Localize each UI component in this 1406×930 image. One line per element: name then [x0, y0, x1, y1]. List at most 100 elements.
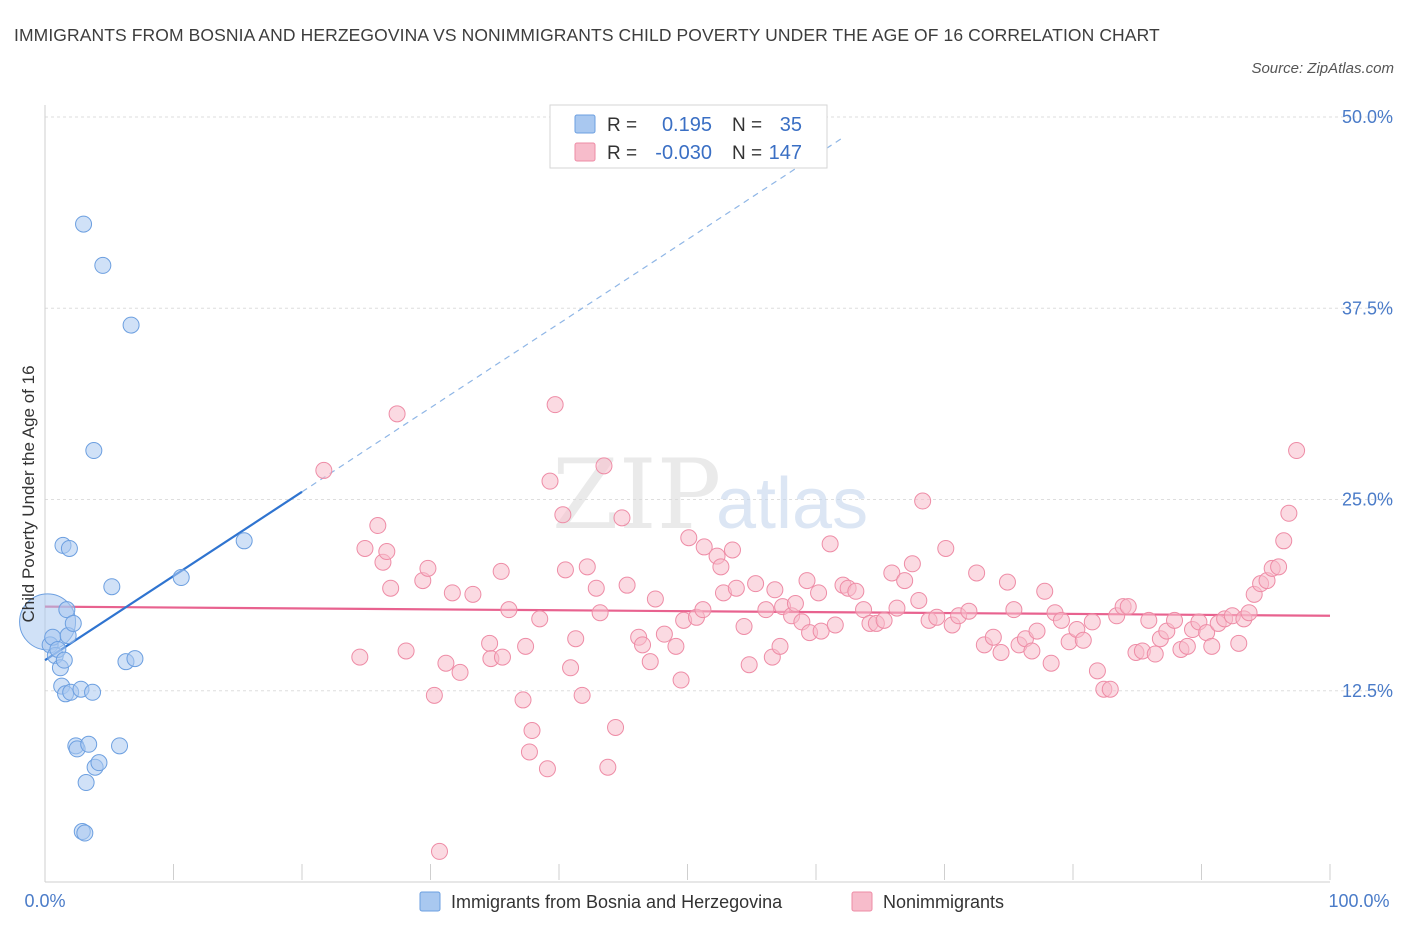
trend-lines: [44, 137, 1331, 662]
legend-r-label-2: R =: [607, 143, 637, 164]
legend-n-label-1: N =: [732, 115, 762, 136]
nonimmigrants-point: [883, 564, 901, 582]
nonimmigrants-point: [599, 758, 617, 776]
bosnia-point: [235, 532, 253, 550]
nonimmigrants-point: [1042, 654, 1060, 672]
nonimmigrants-point: [591, 604, 609, 622]
nonimmigrants-point: [378, 543, 396, 561]
nonimmigrants-point: [937, 539, 955, 557]
y-axis-title: Child Poverty Under the Age of 16: [19, 365, 38, 622]
nonimmigrants-point: [1074, 631, 1092, 649]
bottom-legend-label-bosnia: Immigrants from Bosnia and Herzegovina: [451, 892, 783, 912]
bosnia-point: [122, 316, 140, 334]
bosnia-point: [76, 824, 94, 842]
nonimmigrants-point: [397, 642, 415, 660]
legend-swatch-blue: [574, 114, 596, 134]
nonimmigrants-point: [1280, 504, 1298, 522]
nonimmigrants-point: [847, 582, 865, 600]
y-tick-label: 25.0%: [1342, 490, 1393, 510]
nonimmigrants-point: [546, 396, 564, 414]
legend-n-value-1: 35: [780, 114, 802, 136]
nonimmigrants-point: [723, 541, 741, 559]
nonimmigrants-points: [315, 396, 1306, 860]
nonimmigrants-point: [735, 617, 753, 635]
bosnia-point: [94, 256, 112, 274]
nonimmigrants-point: [531, 610, 549, 628]
bosnia-point: [90, 754, 108, 772]
nonimmigrants-point: [356, 539, 374, 557]
nonimmigrants-point: [1230, 634, 1248, 652]
nonimmigrants-point: [667, 637, 685, 655]
nonimmigrants-point: [578, 558, 596, 576]
correlation-legend: R = 0.195 N = 35 R = -0.030 N = 147: [549, 104, 828, 169]
nonimmigrants-point: [968, 564, 986, 582]
bosnia-point: [126, 650, 144, 668]
nonimmigrants-point: [766, 581, 784, 599]
nonimmigrants-point: [810, 584, 828, 602]
source-label: Source: ZipAtlas.com: [1251, 60, 1394, 77]
nonimmigrants-point: [727, 579, 745, 597]
nonimmigrants-point: [481, 634, 499, 652]
bottom-legend-swatch-bosnia: [419, 891, 441, 912]
nonimmigrants-point: [826, 616, 844, 634]
nonimmigrants-point: [634, 636, 652, 654]
nonimmigrants-point: [1036, 582, 1054, 600]
nonimmigrants-point: [903, 555, 921, 573]
legend-n-label-2: N =: [732, 143, 762, 164]
nonimmigrants-point: [875, 611, 893, 629]
nonimmigrants-point: [382, 579, 400, 597]
legend-swatch-pink: [574, 142, 596, 162]
nonimmigrants-point: [492, 562, 510, 580]
nonimmigrants-point: [998, 573, 1016, 591]
nonimmigrants-point: [855, 601, 873, 619]
nonimmigrants-point: [1270, 558, 1288, 576]
nonimmigrants-point: [1005, 601, 1023, 619]
legend-r-value-1: 0.195: [662, 114, 712, 136]
nonimmigrants-point: [757, 601, 775, 619]
nonimmigrants-point: [1166, 611, 1184, 629]
nonimmigrants-point: [641, 653, 659, 671]
bosnia-point: [77, 774, 95, 792]
nonimmigrants-point: [910, 591, 928, 609]
nonimmigrants-point: [538, 760, 556, 778]
nonimmigrants-point: [613, 509, 631, 527]
nonimmigrants-point: [1275, 532, 1293, 550]
nonimmigrants-point: [1203, 637, 1221, 655]
gridlines: [45, 116, 1395, 692]
y-tick-label: 12.5%: [1342, 681, 1393, 701]
y-tick-label: 50.0%: [1342, 107, 1393, 127]
nonimmigrants-point: [430, 842, 448, 860]
nonimmigrants-point: [1146, 645, 1164, 663]
bosnia-point: [58, 601, 76, 619]
nonimmigrants-point: [798, 572, 816, 590]
nonimmigrants-point: [712, 558, 730, 576]
legend-n-value-2: 147: [769, 142, 802, 164]
nonimmigrants-point: [388, 405, 406, 423]
nonimmigrants-point: [1101, 680, 1119, 698]
nonimmigrants-point: [680, 529, 698, 547]
bosnia-point: [103, 578, 121, 596]
bosnia-point: [55, 651, 73, 669]
bottom-legend-label-nonimmigrants: Nonimmigrants: [883, 892, 1004, 912]
nonimmigrants-point: [694, 601, 712, 619]
nonimmigrants-point: [1240, 604, 1258, 622]
nonimmigrants-point: [419, 559, 437, 577]
nonimmigrants-point: [451, 663, 469, 681]
nonimmigrants-point: [567, 630, 585, 648]
nonimmigrants-point: [812, 622, 830, 640]
nonimmigrants-point: [1052, 611, 1070, 629]
nonimmigrants-point: [1083, 613, 1101, 631]
legend-r-label-1: R =: [607, 115, 637, 136]
bosnia-point: [85, 442, 103, 460]
watermark: ZIP atlas: [552, 439, 868, 551]
nonimmigrants-point: [740, 656, 758, 674]
nonimmigrants-point: [1088, 662, 1106, 680]
nonimmigrants-point: [992, 644, 1010, 661]
nonimmigrants-point: [562, 659, 580, 677]
nonimmigrants-point: [928, 608, 946, 626]
nonimmigrants-point: [1178, 637, 1196, 655]
nonimmigrants-point: [786, 595, 804, 613]
bosnia-point: [80, 735, 98, 753]
nonimmigrants-point: [587, 579, 605, 597]
legend-r-value-2: -0.030: [655, 142, 712, 164]
